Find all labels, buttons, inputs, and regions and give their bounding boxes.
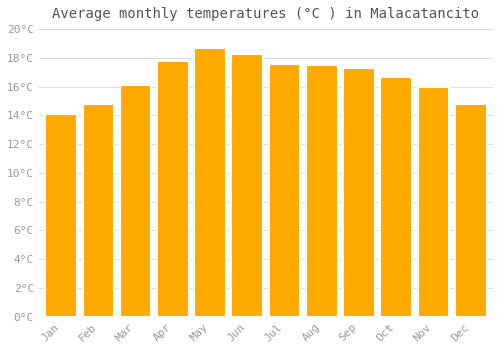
Bar xyxy=(46,114,77,317)
Bar xyxy=(418,86,450,317)
Bar xyxy=(306,65,338,317)
Bar xyxy=(268,64,300,317)
Bar xyxy=(157,61,188,317)
Bar xyxy=(194,48,226,317)
Title: Average monthly temperatures (°C ) in Malacatancito: Average monthly temperatures (°C ) in Ma… xyxy=(52,7,480,21)
Bar xyxy=(232,54,263,317)
Bar xyxy=(380,77,412,317)
Bar xyxy=(343,68,375,317)
Bar xyxy=(455,104,486,317)
Bar xyxy=(82,104,114,317)
Bar xyxy=(120,85,152,317)
